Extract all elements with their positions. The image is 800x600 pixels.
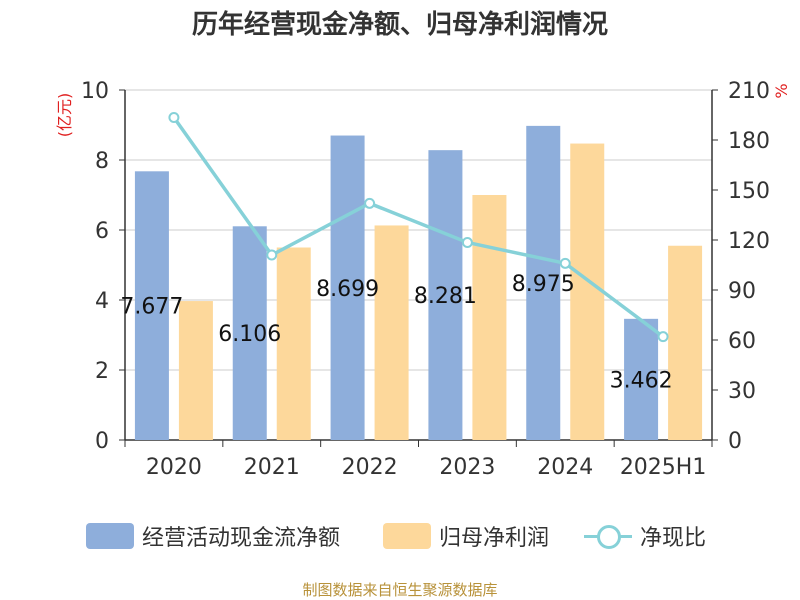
bar-profit-2024: [570, 143, 605, 441]
y-left-tick-label: 0: [95, 429, 109, 454]
point-ratio-2025H1: [657, 331, 669, 343]
bar-profit-2025H1: [668, 245, 703, 440]
legend-label-ratio: 净现比: [640, 526, 707, 551]
y-right-unit-label: %: [772, 83, 791, 98]
data-label-cash-2022: 8.699: [316, 277, 379, 302]
legend: 经营活动现金流净额 归母净利润 净现比: [0, 518, 800, 554]
bar-cash-2021: [232, 226, 267, 440]
bar-profit-2023: [472, 195, 507, 440]
y-right-tick-label: 0: [728, 429, 742, 454]
y-left-tick-label: 8: [95, 149, 109, 174]
y-left-unit-label: (亿元): [55, 93, 74, 138]
y-right-tick-label: 60: [728, 329, 756, 354]
data-label-cash-2021: 6.106: [218, 322, 281, 347]
y-right-tick-label: 90: [728, 279, 756, 304]
y-right-tick-label: 150: [728, 179, 770, 204]
y-right-tick-label: 180: [728, 129, 770, 154]
y-left-tick-label: 10: [81, 79, 109, 104]
point-ratio-2023: [461, 237, 473, 248]
bar-cash-2023: [428, 150, 463, 441]
legend-item-cash[interactable]: 经营活动现金流净额: [86, 518, 340, 554]
x-tick-label: 2023: [439, 455, 495, 480]
point-ratio-2024: [559, 257, 571, 269]
bar-cash-2024: [526, 125, 561, 440]
y-left-tick-label: 2: [95, 359, 109, 384]
legend-swatch-cash: [86, 523, 134, 549]
x-tick-label: 2021: [244, 455, 300, 480]
legend-item-ratio[interactable]: 净现比: [584, 518, 706, 554]
bar-cash-2025H1: [624, 318, 659, 440]
bar-cash-2020: [134, 171, 169, 440]
data-label-cash-2025H1: 3.462: [610, 368, 673, 393]
legend-swatch-profit: [383, 523, 431, 549]
chart-title: 历年经营现金净额、归母净利润情况: [191, 10, 608, 40]
bar-cash-2022: [330, 135, 365, 440]
x-tick-label: 2020: [146, 455, 202, 480]
y-left-tick-label: 6: [95, 219, 109, 244]
bar-profit-2021: [276, 247, 311, 440]
data-label-cash-2023: 8.281: [414, 284, 477, 309]
point-ratio-2020: [168, 112, 180, 123]
bar-profit-2022: [374, 225, 409, 440]
legend-label-cash: 经营活动现金流净额: [142, 526, 341, 551]
source-note: 制图数据来自恒生聚源数据库: [302, 581, 498, 599]
bar-profit-2020: [178, 301, 213, 440]
line-ratio: [172, 116, 665, 339]
point-ratio-2022: [364, 197, 376, 209]
y-right-tick-label: 120: [728, 229, 770, 254]
x-tick-label: 2024: [537, 455, 593, 480]
y-right-tick-label: 210: [728, 79, 770, 104]
x-tick-label: 2025H1: [620, 455, 707, 480]
x-tick-label: 2022: [342, 455, 398, 480]
legend-item-profit[interactable]: 归母净利润: [383, 518, 549, 554]
data-label-cash-2020: 7.677: [120, 295, 183, 320]
legend-label-profit: 归母净利润: [439, 526, 550, 551]
legend-swatch-ratio: [584, 523, 632, 549]
data-label-cash-2024: 8.975: [512, 272, 575, 297]
y-right-tick-label: 30: [728, 379, 756, 404]
point-ratio-2021: [266, 249, 278, 261]
y-left-tick-label: 4: [95, 289, 109, 314]
